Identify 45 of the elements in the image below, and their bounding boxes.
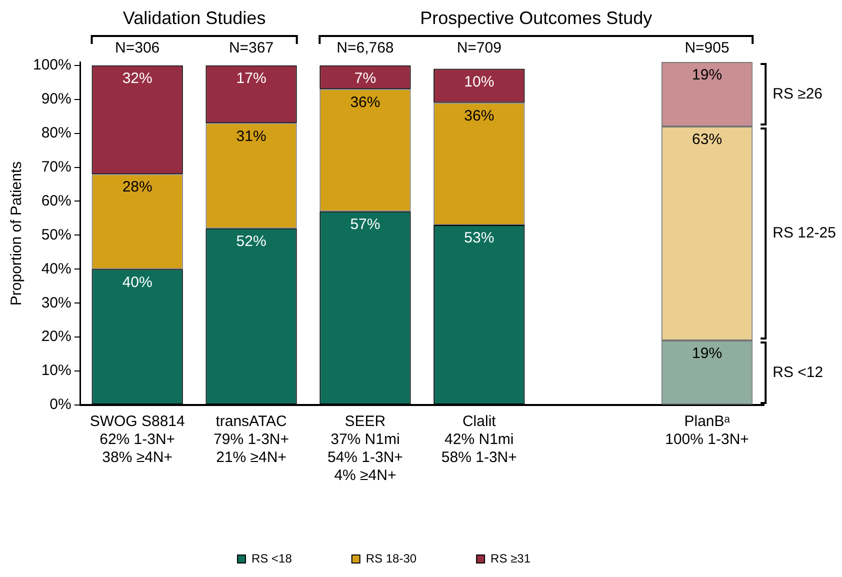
text: RS 12-25	[772, 224, 836, 242]
data-label: 53%	[464, 230, 494, 247]
text: RS <12	[772, 364, 824, 381]
y-tick-label: 100%	[32, 56, 72, 74]
text: N=905	[684, 40, 730, 57]
data-label: 10%	[464, 73, 494, 90]
text: N=709	[456, 40, 502, 57]
legend-label: RS <18	[252, 551, 292, 566]
legend-label: RS ≥31	[490, 551, 531, 566]
text: N=6,768	[336, 40, 394, 57]
data-label: 19%	[692, 345, 722, 362]
legend-label: RS 18-30	[366, 551, 417, 566]
y-tick-label: 40%	[41, 260, 72, 278]
data-label: 36%	[464, 107, 494, 124]
x-tick-label: Clalit 42% N1mi 58% 1-3N+	[441, 413, 518, 466]
x-tick-label: PlanBᵃ 100% 1-3N+	[665, 413, 750, 448]
data-label: 57%	[350, 216, 380, 234]
y-tick-label: 20%	[41, 328, 72, 346]
y-axis-title: Proportion of Patients	[8, 161, 26, 306]
x-tick-label: transATAC 79% 1-3N+ 21% ≥4N+	[214, 413, 290, 466]
y-tick-label: 0%	[50, 396, 72, 414]
y-tick-label: 50%	[41, 226, 72, 244]
text: N=306	[115, 40, 160, 57]
y-tick-label: 60%	[41, 192, 72, 210]
data-label: 19%	[692, 66, 722, 84]
y-tick-label: 30%	[41, 294, 72, 312]
y-tick-label: 70%	[41, 158, 72, 176]
data-label: 28%	[122, 178, 152, 196]
data-label: 7%	[354, 70, 376, 88]
text: Validation Studies	[122, 8, 266, 28]
data-label: 63%	[692, 131, 722, 148]
data-label: 52%	[236, 233, 266, 250]
y-tick-label: 90%	[41, 90, 72, 108]
x-tick-label: SEER 37% N1mi 54% 1-3N+ 4% ≥4N+	[327, 413, 404, 484]
data-label: 36%	[350, 94, 380, 111]
text: N=367	[228, 40, 274, 57]
text: RS ≥26	[772, 85, 823, 102]
data-label: 40%	[122, 274, 152, 291]
data-label: 32%	[122, 70, 152, 88]
y-tick-label: 80%	[41, 124, 72, 142]
data-label: 17%	[236, 70, 266, 88]
data-label: 31%	[236, 128, 266, 145]
y-tick-label: 10%	[41, 362, 72, 380]
x-tick-label: SWOG S8814 62% 1-3N+ 38% ≥4N+	[90, 413, 185, 466]
text: Prospective Outcomes Study	[420, 8, 652, 28]
